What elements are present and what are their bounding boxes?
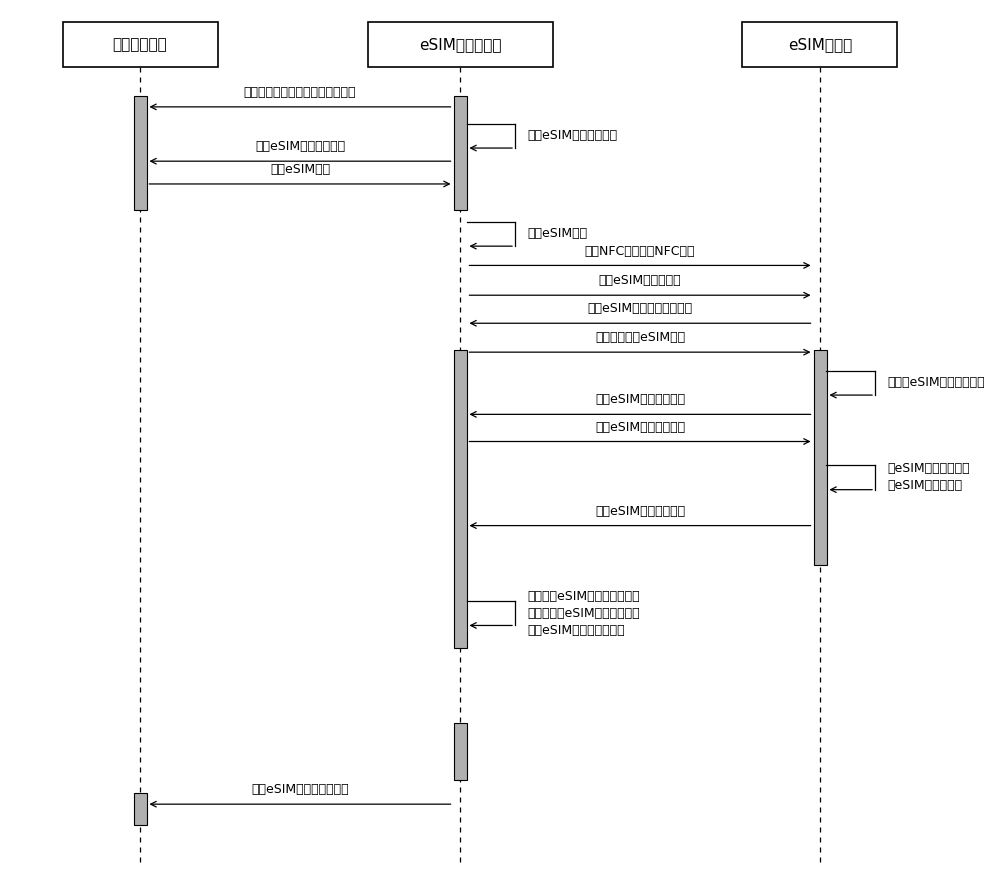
Text: 上传eSIM数据下载请求: 上传eSIM数据下载请求 xyxy=(255,140,345,153)
Text: 缓存eSIM数据: 缓存eSIM数据 xyxy=(527,228,587,240)
Text: 通过NFC模块建立NFC连接: 通过NFC模块建立NFC连接 xyxy=(585,244,695,258)
Text: 通过安全的协议链接建立通信连接: 通过安全的协议链接建立通信连接 xyxy=(244,86,356,99)
Text: 返回eSIM设备端的设备信息: 返回eSIM设备端的设备信息 xyxy=(587,302,693,315)
Text: 发送将缓存的eSIM数据: 发送将缓存的eSIM数据 xyxy=(595,331,685,344)
Bar xyxy=(368,22,552,67)
Bar xyxy=(134,793,146,825)
Text: 生成eSIM数据下载请求: 生成eSIM数据下载请求 xyxy=(527,130,617,142)
Text: 发送eSIM卡烧录请求: 发送eSIM卡烧录请求 xyxy=(599,274,681,287)
Text: 上传eSIM卡烧录回传信息: 上传eSIM卡烧录回传信息 xyxy=(251,783,349,796)
Bar xyxy=(814,350,826,565)
Text: 将eSIM数据写入预设
的eSIM芯片存储区: 将eSIM数据写入预设 的eSIM芯片存储区 xyxy=(887,463,970,492)
Bar xyxy=(454,96,466,210)
Bar xyxy=(454,723,466,780)
Bar xyxy=(63,22,218,67)
Bar xyxy=(742,22,897,67)
Text: eSIM烧录配置端: eSIM烧录配置端 xyxy=(419,37,501,53)
Text: eSIM设备端: eSIM设备端 xyxy=(788,37,852,53)
Text: 根据所述eSIM设备端的设备信
息以及所述eSIM数据写入应答
生成eSIM卡烧录回传信息: 根据所述eSIM设备端的设备信 息以及所述eSIM数据写入应答 生成eSIM卡烧… xyxy=(527,590,640,637)
Text: 对所述eSIM数据进行校验: 对所述eSIM数据进行校验 xyxy=(887,377,985,389)
Text: 发送eSIM数据写入指令: 发送eSIM数据写入指令 xyxy=(595,420,685,434)
Bar xyxy=(454,350,466,648)
Text: 返回eSIM数据写入应答: 返回eSIM数据写入应答 xyxy=(595,505,685,518)
Text: 下载eSIM数据: 下载eSIM数据 xyxy=(270,163,330,176)
Text: 返回eSIM数据校验应答: 返回eSIM数据校验应答 xyxy=(595,393,685,406)
Text: 运营商服务器: 运营商服务器 xyxy=(113,37,167,53)
Bar xyxy=(134,96,146,210)
